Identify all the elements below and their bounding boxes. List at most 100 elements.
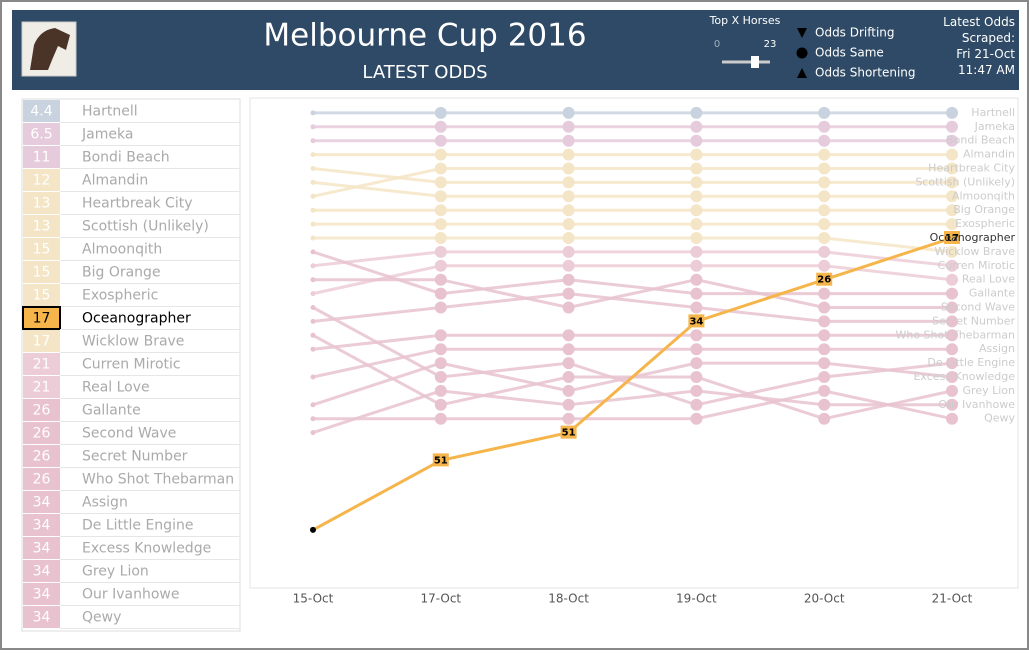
rank-point (946, 134, 958, 147)
horse-name: Big Orange (82, 265, 161, 281)
odds-label-bg (816, 272, 833, 286)
odds-text: 17 (33, 311, 51, 327)
rank-point (434, 148, 447, 161)
end-label: Jameka (974, 120, 1015, 133)
rank-point (310, 332, 316, 338)
odds-text: 15 (33, 242, 51, 258)
end-label: Hartnell (971, 106, 1015, 119)
rank-point (690, 218, 703, 231)
rank-point (434, 106, 447, 119)
rank-point (818, 343, 831, 356)
rank-point (946, 120, 958, 133)
rank-point (434, 329, 447, 342)
rank-point (946, 412, 958, 425)
rank-point (946, 273, 958, 286)
odds-text: 17 (33, 334, 51, 350)
rank-point (434, 259, 447, 272)
slider-min: 0 (714, 39, 720, 50)
rank-point (562, 148, 575, 161)
odds-cell (23, 100, 60, 122)
rank-point (946, 315, 958, 328)
rank-point (818, 412, 831, 425)
end-label: Heartbreak City (928, 162, 1015, 175)
odds-text: 26 (33, 472, 51, 488)
odds-label: 17 (945, 233, 959, 244)
header-band (12, 10, 1019, 90)
odds-label: 51 (434, 455, 448, 466)
odds-text: 26 (33, 449, 51, 465)
rank-point (310, 305, 316, 310)
end-label: Assign (979, 342, 1015, 355)
rank-point (946, 204, 958, 217)
rank-point (310, 193, 316, 199)
horse-name: Gallante (82, 403, 141, 419)
rank-point (562, 218, 575, 231)
rank-line (312, 250, 952, 296)
rank-point (818, 301, 831, 314)
odds-cell (23, 353, 60, 375)
horse-name: Our Ivanhowe (82, 587, 179, 603)
rank-point (434, 218, 447, 231)
rank-point (818, 245, 831, 258)
horse-name: Bondi Beach (82, 150, 170, 166)
rank-point (946, 371, 958, 383)
plot: 15-Oct 17-Oct 18-Oct 19-Oct 20-Oct 21-Oct Hart… (293, 106, 1016, 606)
slider-knob[interactable] (751, 56, 759, 68)
odds-text: 4.4 (30, 104, 52, 120)
scraped-text: Latest Odds Scraped: Fri 21-Oct 11:47 AM (920, 14, 1015, 78)
odds-label: 26 (817, 275, 831, 286)
rank-line (312, 167, 952, 198)
rank-line (312, 333, 952, 351)
scraped-date: Fri 21-Oct (956, 47, 1015, 61)
odds-cell (23, 445, 60, 467)
rank-point (562, 398, 575, 411)
rank-line (313, 236, 953, 254)
end-label: Our Ivanhowe (938, 398, 1015, 411)
rank-point (562, 232, 575, 244)
rank-point (946, 162, 958, 175)
rank-point (946, 245, 958, 258)
odds-cell (23, 514, 60, 536)
end-label: Wicklow Brave (935, 245, 1016, 258)
rank-point (946, 398, 958, 411)
rank-point (946, 259, 958, 272)
odds-cell (23, 192, 60, 214)
rank-point (690, 287, 703, 300)
slider-max: 23 (764, 39, 777, 50)
rank-point (434, 398, 447, 411)
rank-point (434, 301, 447, 314)
horse-name: Curren Mirotic (82, 357, 181, 373)
rank-point (562, 259, 575, 272)
odds-cell (23, 422, 60, 444)
odds-cell (23, 261, 60, 283)
odds-text: 21 (33, 380, 51, 396)
odds-cell (23, 238, 60, 260)
rank-point (946, 218, 958, 231)
horse-name: Qewy (82, 610, 121, 626)
x-tick-label: 17-Oct (420, 592, 461, 606)
slider-label: Top X Horses (709, 14, 781, 27)
rank-point (818, 162, 831, 175)
horse-name: Real Love (82, 380, 150, 396)
odds-text: 21 (33, 357, 51, 373)
rank-point (690, 148, 703, 161)
odds-cell (23, 215, 60, 237)
odds-text: 34 (33, 564, 51, 580)
rank-point (310, 152, 316, 158)
rank-point (818, 398, 831, 411)
rank-point (818, 371, 831, 383)
rank-point (310, 416, 316, 422)
rank-point (946, 106, 958, 119)
horse-name: Excess Knowledge (82, 541, 211, 557)
odds-text: 34 (33, 610, 51, 626)
odds-text: 6.5 (30, 127, 52, 143)
rank-point (434, 190, 447, 203)
end-label: Excess Knowledge (913, 370, 1015, 383)
table: 4.4 Hartnell 6.5 Jameka 11 Bondi Beach 12 Alman… (22, 100, 240, 629)
rank-point (310, 179, 316, 185)
rank-point (946, 287, 958, 300)
end-label: Who Shot Thebarman (895, 328, 1015, 341)
end-label: Qewy (984, 412, 1015, 425)
horse-name: Almandin (82, 173, 148, 189)
